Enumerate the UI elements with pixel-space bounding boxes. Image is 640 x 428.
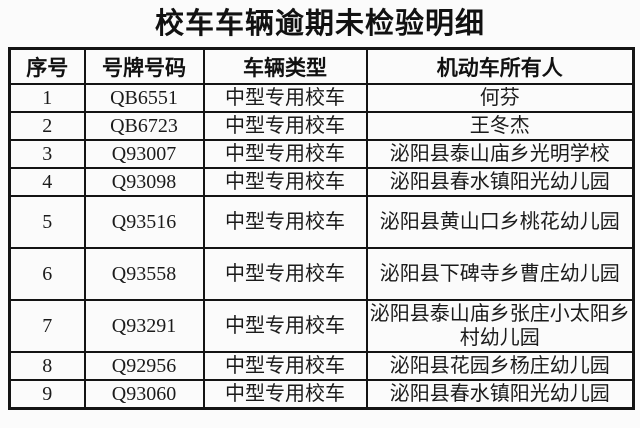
cell-plate: Q93516 (83, 195, 205, 249)
table-row: 2 QB6723 中型专用校车 王冬杰 (8, 111, 635, 141)
cell-type: 中型专用校车 (202, 167, 368, 197)
table-row: 6 Q93558 中型专用校车 泌阳县下碑寺乡曹庄幼儿园 (8, 247, 635, 301)
table-row: 1 QB6551 中型专用校车 何芬 (8, 83, 635, 113)
table-row: 7 Q93291 中型专用校车 泌阳县泰山庙乡张庄小太阳乡村幼儿园 (8, 299, 635, 353)
cell-plate: Q93291 (83, 299, 205, 353)
cell-no: 5 (8, 195, 86, 249)
cell-no: 1 (8, 83, 86, 113)
cell-owner: 泌阳县春水镇阳光幼儿园 (365, 167, 635, 197)
col-header-owner: 机动车所有人 (365, 47, 635, 85)
cell-type: 中型专用校车 (202, 299, 368, 353)
cell-no: 7 (8, 299, 86, 353)
cell-type: 中型专用校车 (202, 139, 368, 169)
col-header-plate: 号牌号码 (83, 47, 205, 85)
cell-owner: 泌阳县泰山庙乡张庄小太阳乡村幼儿园 (365, 299, 635, 353)
table-header-row: 序号 号牌号码 车辆类型 机动车所有人 (8, 47, 635, 85)
cell-owner: 泌阳县下碑寺乡曹庄幼儿园 (365, 247, 635, 301)
cell-plate: QB6551 (83, 83, 205, 113)
cell-owner: 何芬 (365, 83, 635, 113)
cell-no: 4 (8, 167, 86, 197)
cell-type: 中型专用校车 (202, 247, 368, 301)
cell-plate: Q92956 (83, 351, 205, 381)
cell-plate: Q93060 (83, 379, 205, 410)
cell-type: 中型专用校车 (202, 195, 368, 249)
cell-no: 9 (8, 379, 86, 410)
page-title: 校车车辆逾期未检验明细 (154, 8, 485, 40)
cell-no: 3 (8, 139, 86, 169)
cell-plate: QB6723 (83, 111, 205, 141)
cell-no: 6 (8, 247, 86, 301)
cell-owner: 泌阳县春水镇阳光幼儿园 (365, 379, 635, 410)
cell-type: 中型专用校车 (202, 379, 368, 410)
cell-owner: 王冬杰 (365, 111, 635, 141)
cell-owner: 泌阳县花园乡杨庄幼儿园 (365, 351, 635, 381)
table-row: 3 Q93007 中型专用校车 泌阳县泰山庙乡光明学校 (8, 139, 635, 169)
cell-plate: Q93558 (83, 247, 205, 301)
table-row: 5 Q93516 中型专用校车 泌阳县黄山口乡桃花幼儿园 (8, 195, 635, 249)
col-header-type: 车辆类型 (202, 47, 368, 85)
cell-no: 8 (8, 351, 86, 381)
cell-owner: 泌阳县黄山口乡桃花幼儿园 (365, 195, 635, 249)
col-header-no: 序号 (8, 47, 86, 85)
cell-plate: Q93098 (83, 167, 205, 197)
cell-plate: Q93007 (83, 139, 205, 169)
table-row: 4 Q93098 中型专用校车 泌阳县春水镇阳光幼儿园 (8, 167, 635, 197)
cell-type: 中型专用校车 (202, 111, 368, 141)
cell-type: 中型专用校车 (202, 83, 368, 113)
cell-type: 中型专用校车 (202, 351, 368, 381)
cell-no: 2 (8, 111, 86, 141)
table-row: 8 Q92956 中型专用校车 泌阳县花园乡杨庄幼儿园 (8, 351, 635, 381)
cell-owner: 泌阳县泰山庙乡光明学校 (365, 139, 635, 169)
overdue-inspection-table: 序号 号牌号码 车辆类型 机动车所有人 1 QB6551 中型专用校车 何芬 2… (8, 47, 635, 410)
table-row: 9 Q93060 中型专用校车 泌阳县春水镇阳光幼儿园 (8, 379, 635, 410)
